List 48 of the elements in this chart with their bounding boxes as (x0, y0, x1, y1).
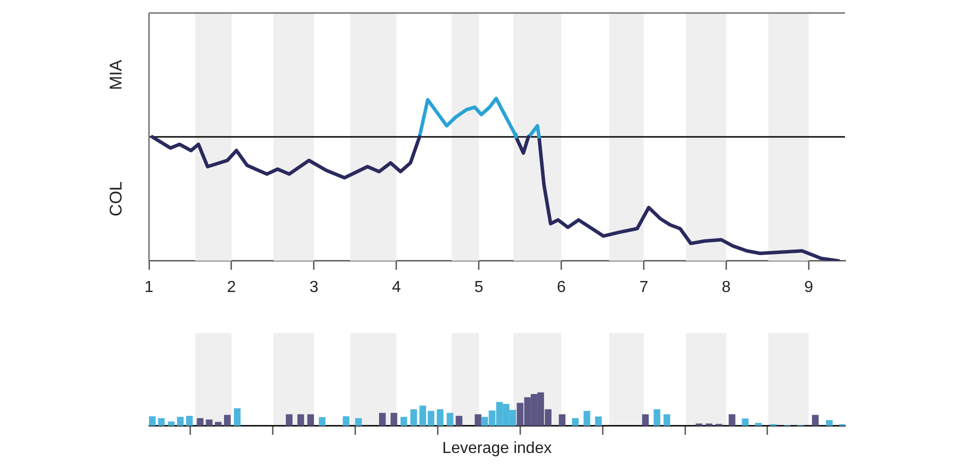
bar (355, 418, 362, 426)
x-tick-label: 4 (392, 278, 401, 296)
bar (812, 414, 819, 426)
bar (158, 418, 165, 426)
bar (558, 414, 566, 426)
bar (379, 412, 386, 426)
text: COL (106, 181, 126, 216)
x-tick-label: 9 (804, 278, 814, 296)
bar (318, 417, 326, 426)
bar (186, 416, 193, 426)
bar (168, 421, 175, 426)
x-axis-title: Leverage index (442, 440, 552, 457)
bar (642, 414, 649, 426)
x-tick-label: 1 (144, 278, 154, 296)
x-tick-label: 3 (309, 278, 318, 296)
bar (234, 408, 241, 426)
bar (728, 414, 736, 426)
x-tick-label: 5 (474, 278, 484, 296)
bar (177, 416, 184, 426)
bar (572, 418, 579, 426)
bar (584, 410, 590, 426)
bar (390, 412, 398, 426)
bar (742, 418, 749, 426)
bar (400, 416, 408, 426)
bar (474, 414, 482, 426)
bar (297, 414, 304, 426)
bar (286, 414, 293, 426)
bar (664, 414, 670, 426)
x-tick-label: 7 (639, 278, 648, 296)
x-tick-label: 8 (722, 278, 731, 296)
bar (206, 420, 213, 426)
x-tick-label: 2 (227, 278, 236, 296)
bar (696, 423, 702, 426)
bar (826, 420, 833, 426)
bar (456, 416, 462, 426)
bar (196, 418, 204, 426)
bar (446, 412, 454, 426)
bar (654, 409, 660, 426)
bar (706, 423, 712, 426)
bar (342, 416, 350, 426)
bar (224, 414, 231, 426)
text: MIA (106, 59, 126, 90)
bar (149, 416, 156, 426)
bar (410, 409, 418, 426)
bar (595, 416, 602, 426)
x-tick-label: 6 (556, 278, 566, 296)
bar (436, 409, 444, 426)
bar (307, 414, 314, 426)
